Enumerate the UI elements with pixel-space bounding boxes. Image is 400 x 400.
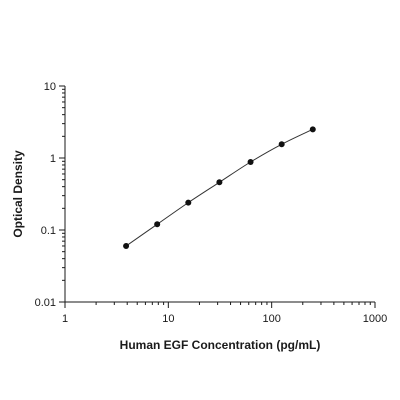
- x-tick-label: 10: [162, 313, 174, 325]
- y-tick-label: 10: [44, 81, 56, 93]
- data-point: [123, 242, 130, 249]
- data-point: [154, 221, 161, 228]
- data-point: [185, 199, 192, 206]
- data-point: [247, 158, 254, 165]
- fit-curve: [125, 128, 314, 247]
- x-tick-label: 1000: [363, 313, 387, 325]
- y-tick-label: 0.01: [35, 297, 56, 309]
- x-axis-title: Human EGF Concentration (pg/mL): [120, 338, 321, 352]
- tick-labels: 1 10 100 1000 0.01 0.1 1 10: [35, 81, 388, 325]
- data-point: [216, 179, 223, 186]
- y-tick-label: 1: [50, 153, 56, 165]
- axes: [64, 86, 375, 303]
- data-points: [123, 126, 316, 249]
- y-tick-label: 0.1: [41, 225, 56, 237]
- x-tick-label: 100: [262, 313, 280, 325]
- data-point: [278, 141, 285, 148]
- ticks: [59, 85, 376, 308]
- y-axis-title: Optical Density: [11, 150, 25, 238]
- data-point: [309, 126, 316, 133]
- x-tick-label: 1: [62, 313, 68, 325]
